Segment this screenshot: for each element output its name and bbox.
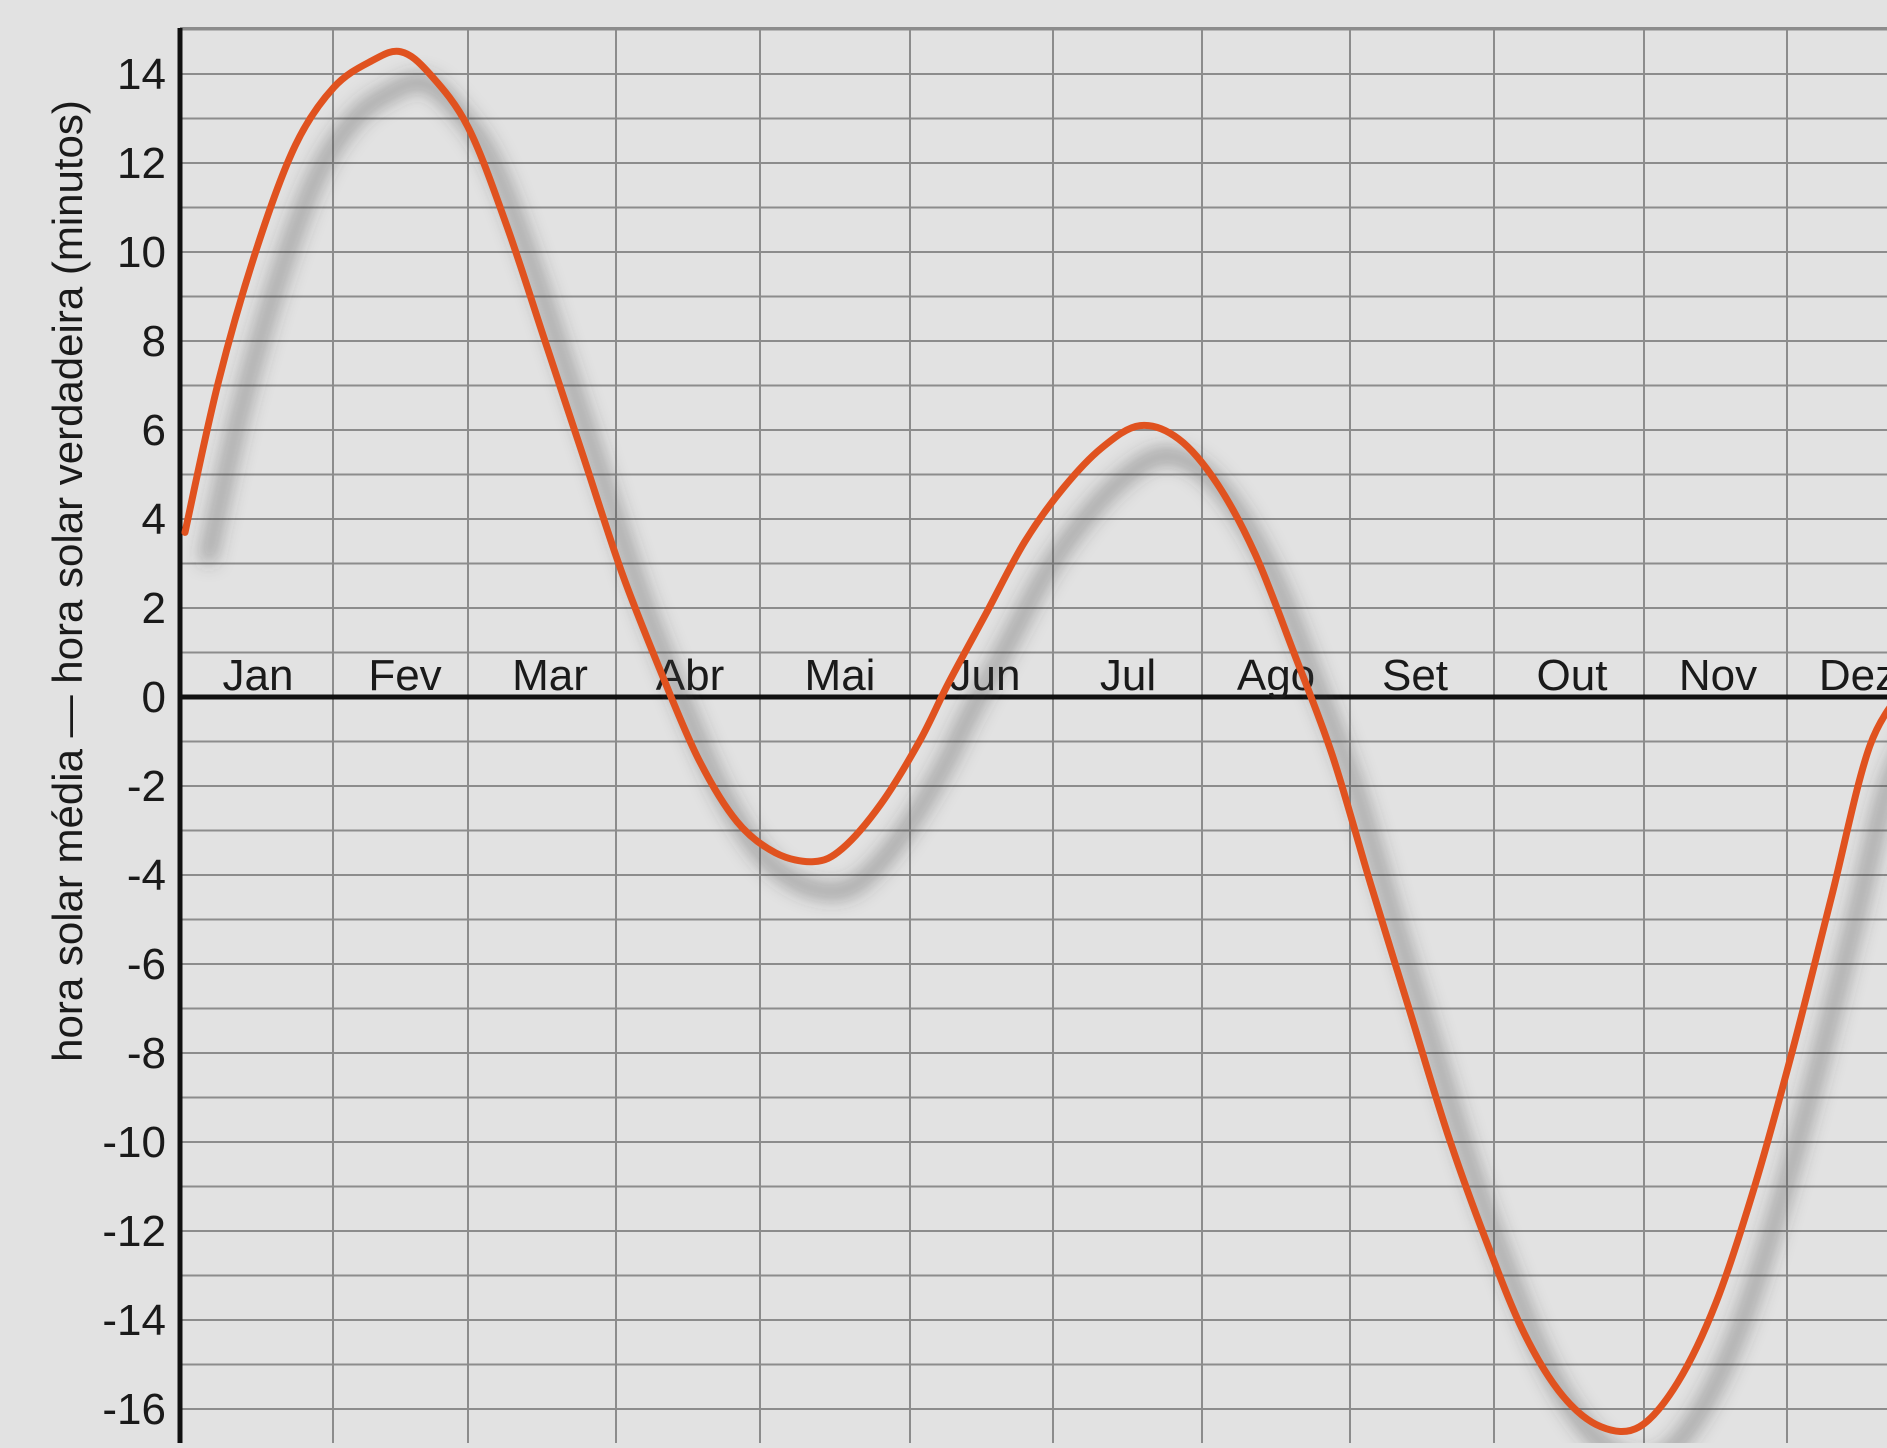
x-tick-label: Jul: [1100, 651, 1156, 700]
y-tick-label: -14: [102, 1296, 166, 1345]
y-tick-label: -8: [127, 1029, 166, 1078]
x-tick-label: Fev: [368, 651, 441, 700]
y-tick-label: -6: [127, 940, 166, 989]
x-tick-label: Out: [1537, 651, 1608, 700]
y-tick-label: 10: [117, 228, 166, 277]
y-tick-label: -4: [127, 851, 166, 900]
x-tick-label: Set: [1382, 651, 1448, 700]
y-tick-label: 0: [142, 673, 166, 722]
grid: [180, 27, 1887, 1443]
x-tick-label: Dez: [1819, 651, 1887, 700]
y-tick-label: 8: [142, 317, 166, 366]
y-tick-label: 2: [142, 584, 166, 633]
y-tick-label: -12: [102, 1207, 166, 1256]
series-line-shadow: [200, 74, 1887, 1448]
y-tick-label: -16: [102, 1385, 166, 1434]
series: [181, 47, 1887, 1448]
x-tick-label: Mar: [512, 651, 588, 700]
series-line: [181, 47, 1887, 1436]
y-tick-label: -10: [102, 1118, 166, 1167]
y-tick-label: 4: [142, 495, 166, 544]
x-tick-label: Mai: [805, 651, 876, 700]
x-tick-label: Jan: [223, 651, 294, 700]
y-tick-label: 6: [142, 406, 166, 455]
y-tick-label: -2: [127, 762, 166, 811]
axes: [177, 28, 1887, 1443]
x-tick-label: Nov: [1679, 651, 1757, 700]
y-tick-label: 14: [117, 50, 166, 99]
y-tick-label: 12: [117, 139, 166, 188]
y-axis-label: hora solar média — hora solar verdadeira…: [44, 100, 91, 1062]
